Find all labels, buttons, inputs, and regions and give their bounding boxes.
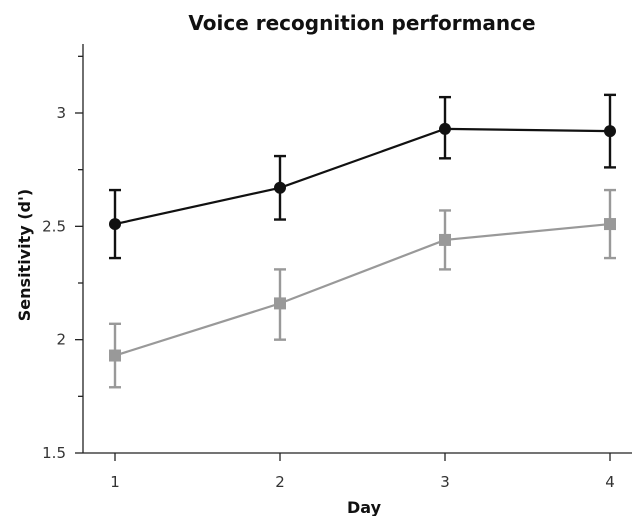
x-tick-label: 1 bbox=[110, 473, 120, 491]
x-tick-label: 4 bbox=[605, 473, 615, 491]
y-tick-label: 3 bbox=[56, 104, 66, 122]
y-axis-label: Sensitivity (d') bbox=[15, 189, 34, 321]
chart-title: Voice recognition performance bbox=[188, 11, 535, 35]
x-ticks: 1 2 3 4 bbox=[110, 453, 615, 491]
data-point bbox=[274, 182, 286, 194]
data-point bbox=[109, 350, 121, 362]
x-tick-label: 2 bbox=[275, 473, 285, 491]
y-tick-label: 2.5 bbox=[42, 217, 66, 235]
series-layer bbox=[109, 95, 616, 387]
x-axis-label: Day bbox=[347, 498, 382, 516]
series-line bbox=[115, 129, 610, 224]
data-point bbox=[439, 123, 451, 135]
y-ticks: 1.5 2 2.5 3 bbox=[42, 56, 83, 462]
data-point bbox=[604, 218, 616, 230]
data-point bbox=[604, 125, 616, 137]
y-tick-label: 2 bbox=[56, 331, 66, 349]
data-point bbox=[439, 234, 451, 246]
axes: 1.5 2 2.5 3 1 2 3 4 bbox=[42, 44, 632, 491]
data-point bbox=[109, 218, 121, 230]
series-line bbox=[115, 224, 610, 355]
x-tick-label: 3 bbox=[440, 473, 450, 491]
y-tick-label: 1.5 bbox=[42, 444, 66, 462]
series-2 bbox=[109, 190, 616, 387]
data-point bbox=[274, 297, 286, 309]
series-1 bbox=[109, 95, 616, 258]
